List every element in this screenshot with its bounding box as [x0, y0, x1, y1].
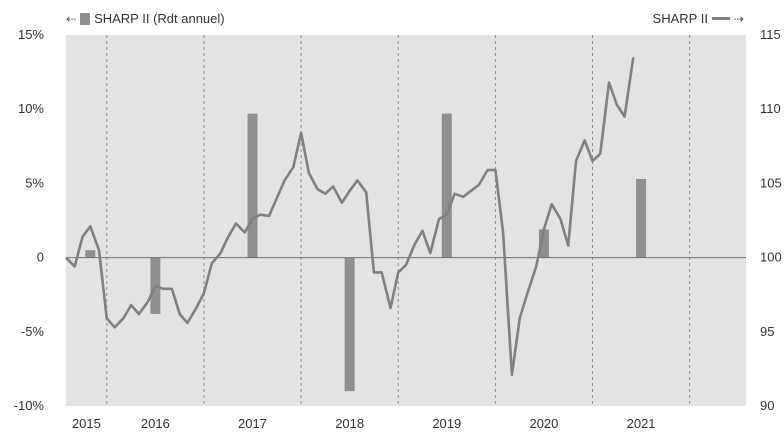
sharp-ii-line [65, 57, 635, 377]
x-axis-year-label: 2016 [141, 416, 170, 431]
right-arrow-icon: ⇢ [733, 11, 744, 26]
x-axis-year-label: 2021 [627, 416, 656, 431]
left-arrow-icon: ⇠ [66, 11, 77, 26]
right-axis-tick-label: 90 [760, 398, 774, 413]
x-axis-year-label: 2020 [529, 416, 558, 431]
right-axis-tick-label: 105 [760, 175, 782, 190]
left-axis-tick-label: 15% [18, 27, 44, 42]
left-axis-tick-label: -10% [14, 398, 45, 413]
legend-bar-label: SHARP II (Rdt annuel) [94, 11, 225, 26]
legend-line-label: SHARP II [652, 11, 708, 26]
legend-line-series: SHARP II ⇢ [653, 11, 744, 26]
left-axis-tick-label: 0 [37, 250, 44, 265]
x-axis-year-label: 2018 [335, 416, 364, 431]
right-axis-tick-label: 115 [760, 27, 781, 42]
right-axis-ticks: 90 95 100 105 110 115 [760, 27, 782, 413]
legend-bar-series: ⇠ SHARP II (Rdt annuel) [66, 11, 225, 26]
right-axis-tick-label: 110 [760, 101, 781, 116]
right-axis-tick-label: 95 [760, 324, 774, 339]
annual-return-bar [636, 178, 647, 258]
line-swatch-icon [711, 17, 730, 20]
plot-background [66, 35, 746, 406]
x-axis-year-label: 2015 [72, 416, 101, 431]
year-gridlines [106, 35, 691, 406]
annual-return-bar [441, 113, 452, 258]
x-axis-year-label: 2019 [432, 416, 461, 431]
bar-swatch-icon [80, 12, 91, 25]
right-axis-tick-label: 100 [760, 250, 782, 265]
annual-return-bar [85, 250, 96, 258]
x-axis-year-label: 2017 [238, 416, 267, 431]
annual-return-bar [538, 229, 549, 258]
left-axis-tick-label: -5% [21, 324, 45, 339]
left-axis-ticks: -10% -5% 0 5% 10% 15% [14, 27, 45, 413]
annual-return-bar [247, 113, 258, 258]
annual-return-bar [344, 257, 355, 392]
x-axis-year-labels: 2015 2016 2017 2018 2019 2020 2021 [72, 416, 656, 431]
left-axis-tick-label: 5% [25, 175, 44, 190]
left-axis-tick-label: 10% [18, 101, 44, 116]
